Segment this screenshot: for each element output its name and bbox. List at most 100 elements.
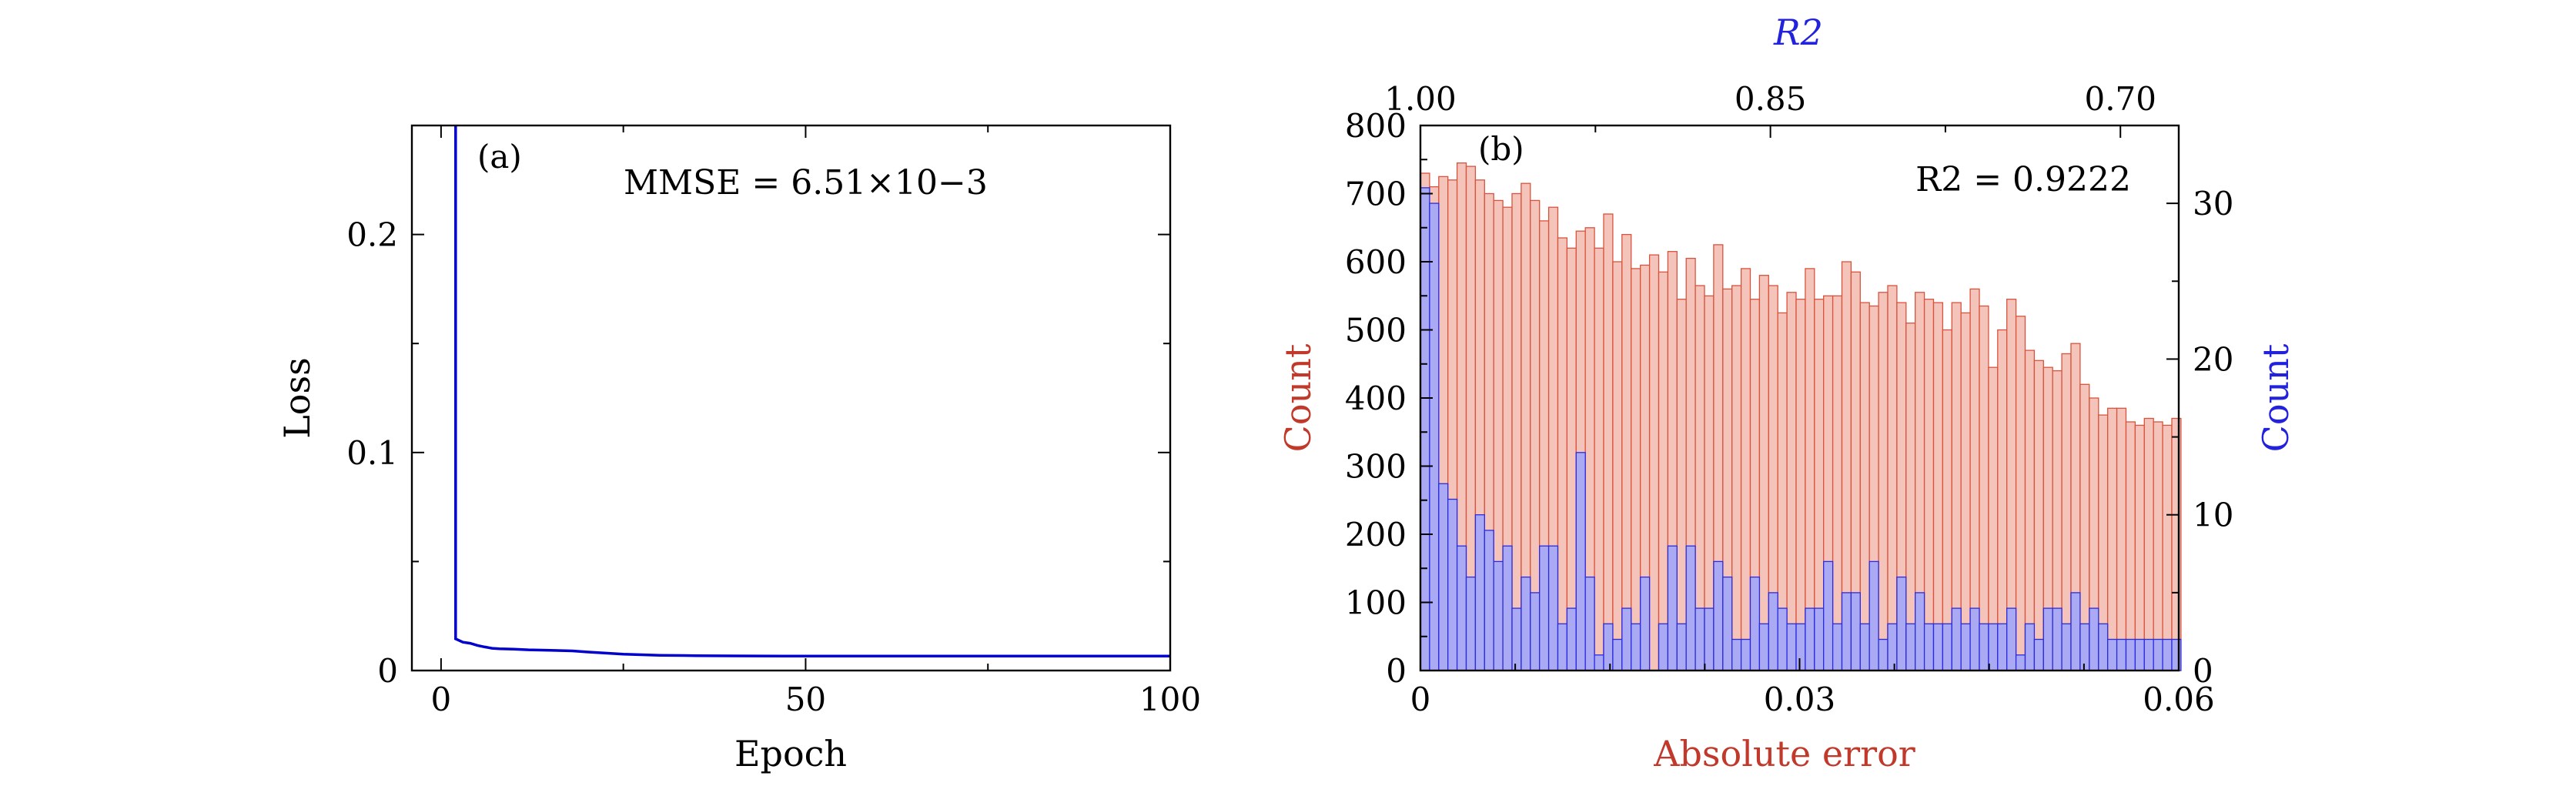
r2-bar: [1749, 576, 1761, 671]
r2-bar: [1805, 607, 1815, 671]
panel-a-ticks: 0 50 100 0 0.1 0.2: [346, 125, 1201, 718]
panel-a-ylabel: Loss: [276, 357, 318, 438]
error-bar: [1859, 302, 1870, 671]
r2-bar: [2116, 638, 2127, 671]
error-bar: [2143, 417, 2154, 671]
error-bar: [1942, 329, 1952, 671]
error-bar: [1905, 323, 1916, 671]
panel-b-y2label: Count: [2255, 343, 2297, 452]
r2-bar: [1960, 623, 1971, 671]
r2-bar: [1814, 607, 1825, 671]
error-bar: [1878, 292, 1889, 671]
r2-bar: [1979, 623, 1989, 671]
x-tick-label: 50: [785, 681, 826, 718]
r2-bar: [2033, 638, 2044, 671]
r2-bar: [1566, 607, 1577, 671]
panel-b-label: (b): [1478, 130, 1524, 168]
y-tick-label: 0.2: [346, 216, 398, 254]
r2-bar: [1557, 623, 1568, 671]
r2-bar: [2042, 607, 2053, 671]
r2-bar: [1768, 592, 1778, 671]
panel-a: 0 50 100 0 0.1 0.2 (a) MMSE = 6.51×10−3 Epoch…: [276, 124, 1201, 774]
r2-bar: [1868, 560, 1879, 671]
r2-bar: [1658, 623, 1669, 671]
r2-bar: [1575, 452, 1586, 671]
r2-bar: [1887, 623, 1898, 671]
error-bar: [1832, 295, 1843, 671]
r2-bar: [1530, 592, 1541, 671]
error-bar: [1648, 254, 1660, 671]
error-bar: [1997, 329, 2008, 671]
r2-bar: [1547, 545, 1559, 671]
error-bar: [1621, 233, 1632, 671]
panel-a-marks: [454, 125, 1170, 658]
y-tick-label: 800: [1345, 107, 1407, 145]
r2-bar: [2079, 623, 2090, 671]
error-bar: [1594, 247, 1604, 671]
r2-bar: [1942, 623, 1952, 671]
r2-bar: [1493, 560, 1504, 671]
r2-bar: [1539, 545, 1550, 671]
panel-b-error-bars: [1420, 162, 2182, 671]
error-bar: [1932, 302, 1944, 671]
r2-bar: [1915, 592, 1925, 671]
error-bar: [2116, 407, 2127, 671]
r2-bar: [1640, 576, 1651, 671]
y2-tick-label: 0: [2193, 652, 2213, 690]
r2-bar: [1795, 623, 1806, 671]
r2-bar: [1502, 545, 1513, 671]
r2-bar: [1841, 592, 1852, 671]
r2-bar: [1447, 498, 1458, 671]
error-bar: [1731, 285, 1742, 671]
r2-bar: [1621, 607, 1632, 671]
loss-line: [454, 125, 1170, 658]
r2-bar: [2061, 623, 2072, 671]
error-bar: [1603, 213, 1614, 671]
x-tick-label: 0: [431, 681, 452, 718]
panel-b: 0 0.03 0.061.00 0.85 0.700100200300400500600…: [1277, 12, 2297, 774]
r2-bar: [1521, 576, 1531, 671]
r2-bar: [1905, 623, 1916, 671]
r2-bar: [1631, 623, 1641, 671]
r2-bar: [1511, 607, 1522, 671]
error-bar: [1786, 292, 1797, 671]
r2-bar: [1951, 607, 1962, 671]
y-tick-label: 0.1: [346, 434, 398, 472]
r2-bar: [1859, 623, 1870, 671]
error-bar: [2107, 407, 2118, 671]
error-bar: [2153, 421, 2163, 671]
error-bar: [2061, 353, 2072, 671]
x-tick-label: 100: [1139, 681, 1201, 718]
r2-bar: [1456, 545, 1467, 671]
r2-bar: [1429, 202, 1440, 671]
r2-bar: [1694, 607, 1705, 671]
y-tick-label: 400: [1345, 380, 1407, 417]
error-bar: [2033, 360, 2044, 671]
r2-bar: [1758, 623, 1769, 671]
panel-a-label: (a): [477, 138, 522, 176]
error-bar: [2162, 424, 2173, 671]
r2-bar: [1850, 592, 1861, 671]
r2-bar: [1969, 607, 1980, 671]
y-tick-label: 200: [1345, 516, 1407, 554]
r2-bar: [1777, 607, 1788, 671]
error-bar: [1758, 275, 1769, 671]
error-bar: [1887, 285, 1898, 671]
r2-bar: [2143, 638, 2154, 671]
r2-bar: [1832, 623, 1843, 671]
error-bar: [1658, 271, 1669, 671]
r2-bar: [1612, 638, 1623, 671]
y-tick-label: 0: [377, 652, 398, 690]
error-bar: [1740, 268, 1751, 671]
error-bar: [1676, 299, 1687, 671]
r2-bar: [1713, 560, 1724, 671]
r2-bar: [1438, 483, 1449, 671]
r2-bar: [1465, 576, 1477, 671]
r2-bar: [1932, 623, 1944, 671]
y-tick-label: 100: [1345, 584, 1407, 622]
top-x-tick-label: 0.85: [1735, 80, 1807, 118]
y-tick-label: 300: [1345, 448, 1407, 486]
error-bar: [1612, 261, 1623, 671]
r2-bar: [2015, 654, 2026, 671]
r2-bar: [1823, 560, 1834, 671]
